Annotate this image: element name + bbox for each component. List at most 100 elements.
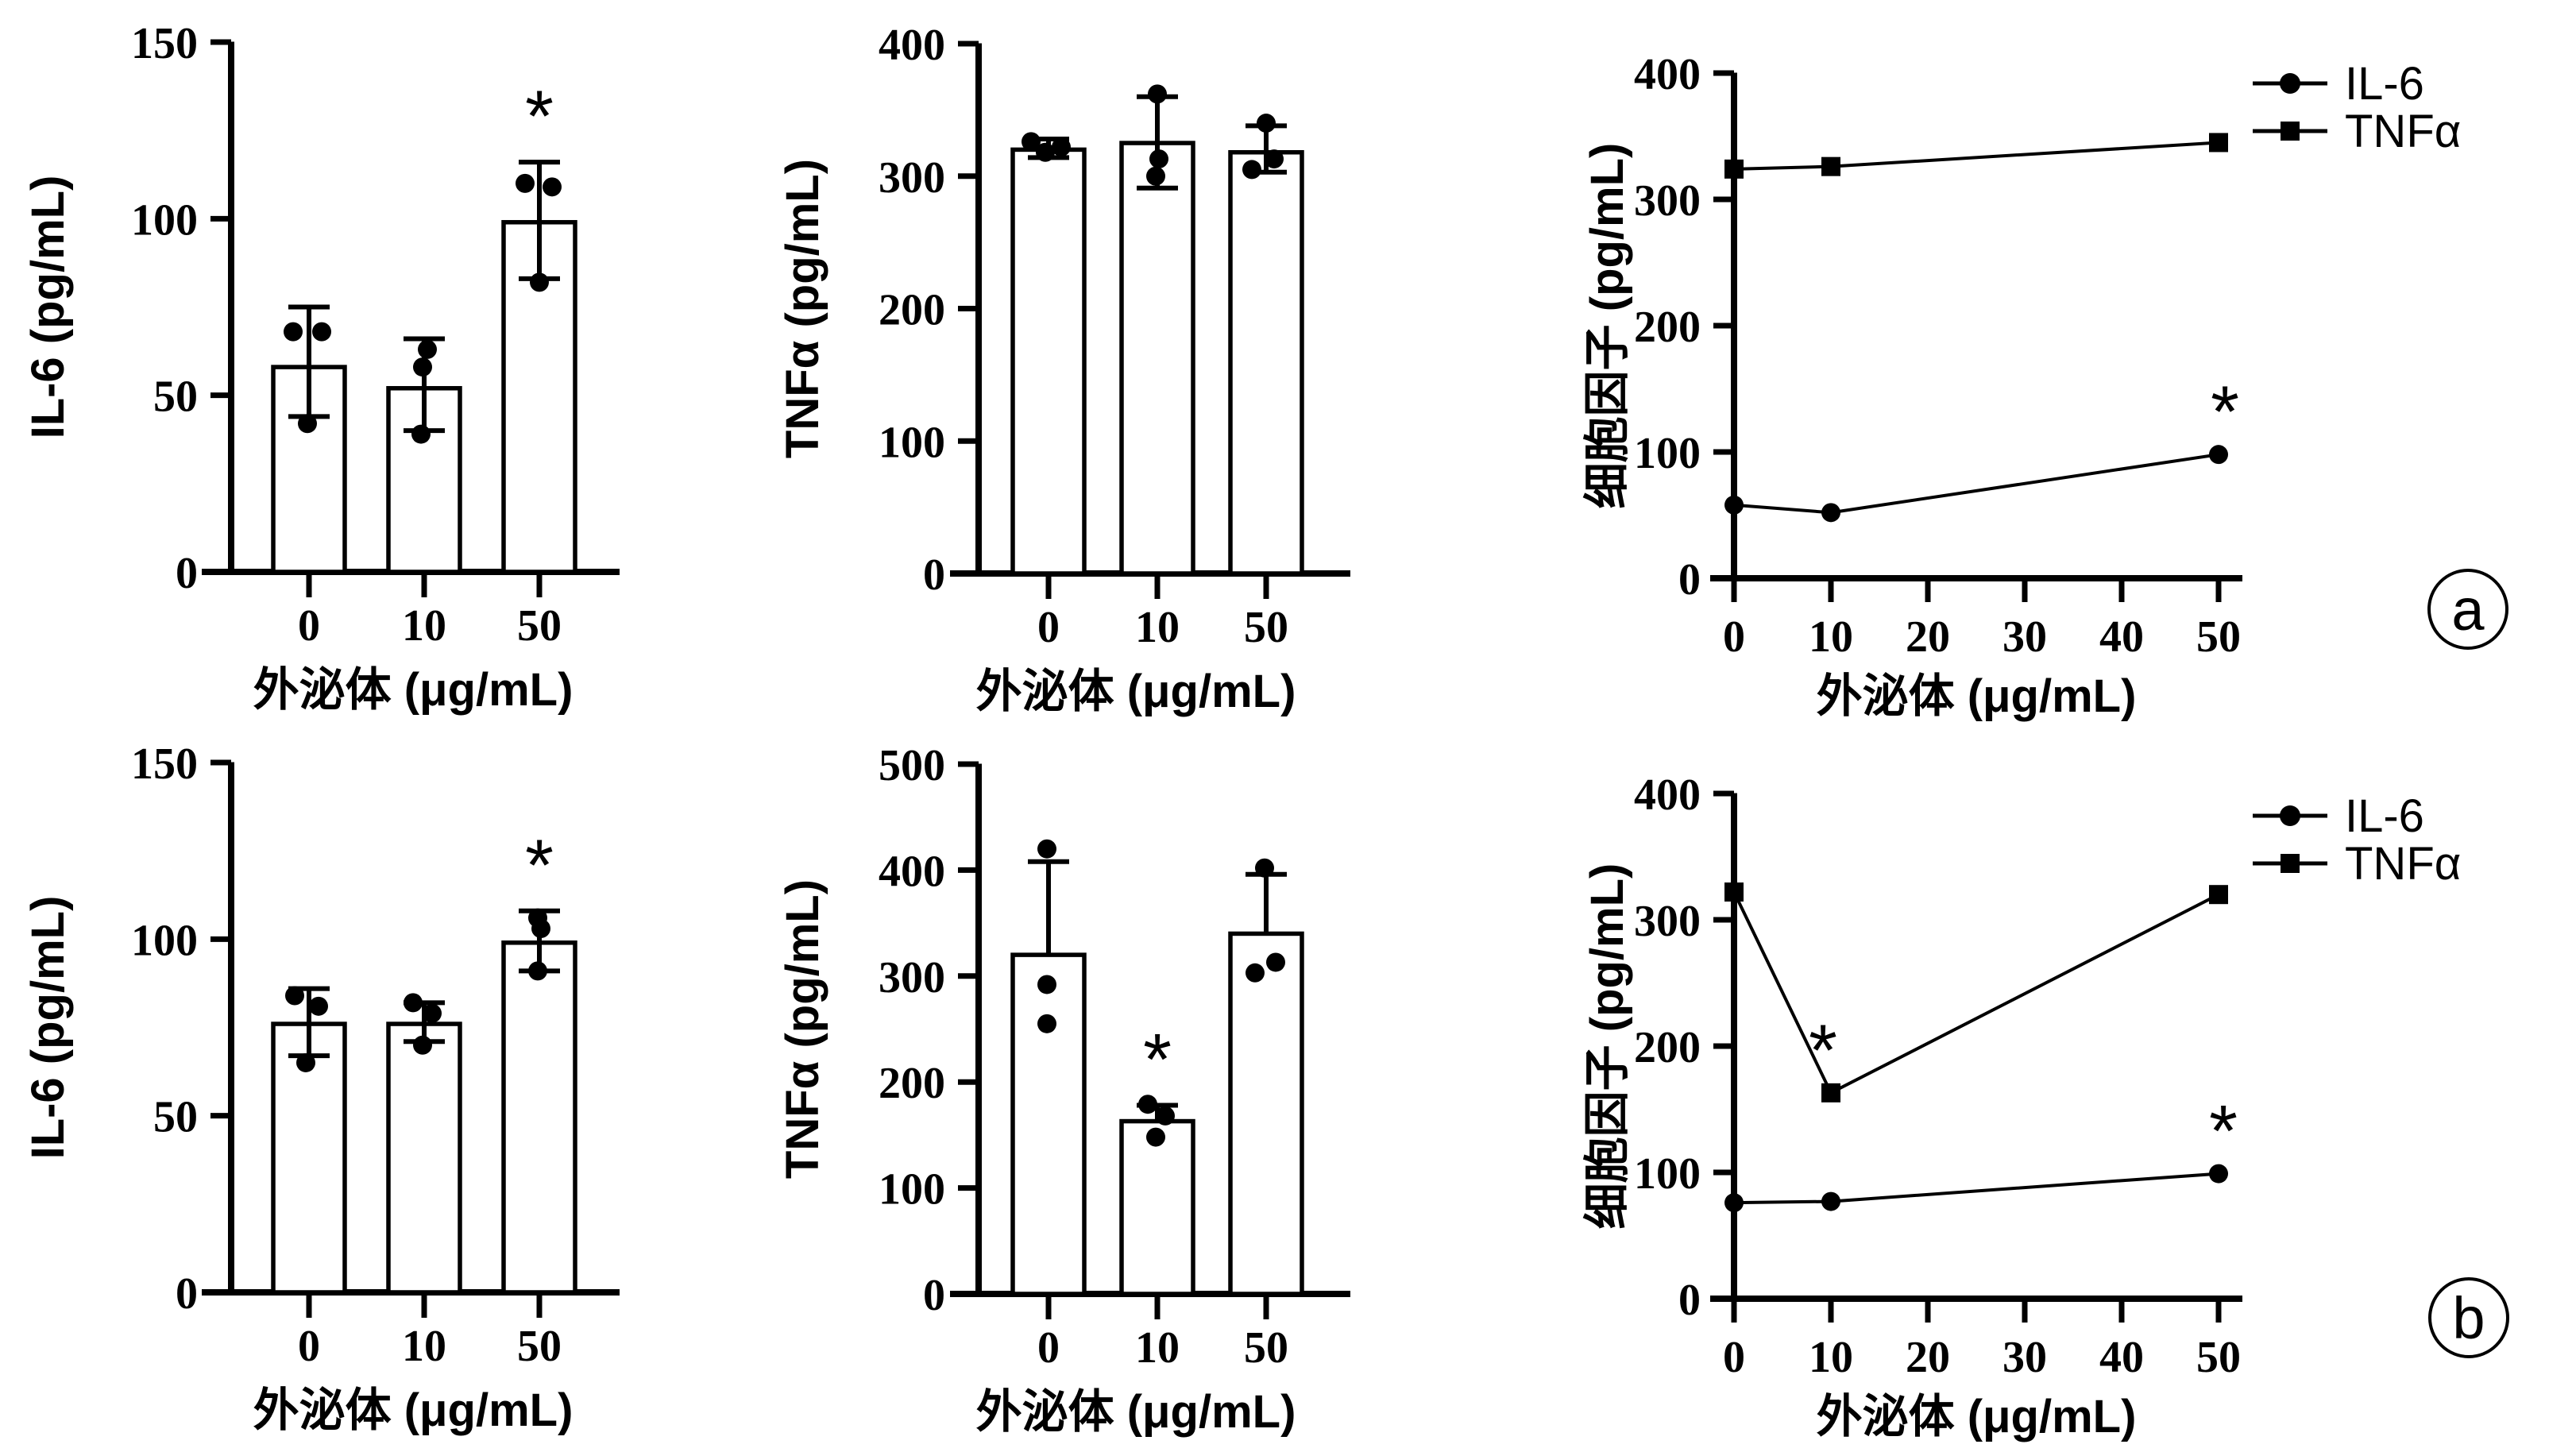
bar-a2-2 (1228, 149, 1304, 576)
y-axis-title-a2: TNFα (pg/mL) (777, 159, 828, 458)
data-point-b1-0-0 (285, 986, 304, 1006)
data-point-a2-1-1 (1149, 149, 1168, 169)
bar-b1-1 (386, 1021, 462, 1295)
x-tick-label-b3-10: 10 (1809, 1333, 1853, 1382)
x-tick-label-b3-40: 40 (2099, 1333, 2144, 1382)
bar-a2-1 (1119, 141, 1195, 576)
y-tick-label-a3-300: 300 (1634, 176, 1701, 226)
data-point-b1-2-1 (531, 918, 550, 938)
data-point-b2-0-2 (1037, 1014, 1056, 1033)
panel-letter-a: a (2451, 577, 2485, 643)
y-tick-label-a2-200: 200 (879, 286, 945, 335)
y-tick-label-a1-0: 0 (176, 549, 198, 598)
marker-square-b3-TNFα-0 (1724, 882, 1744, 902)
marker-circle-a3-IL-6-1 (1821, 503, 1840, 523)
x-tick-label-b3-20: 20 (1906, 1333, 1950, 1382)
data-point-a1-2-0 (516, 173, 535, 193)
y-tick-label-b3-400: 400 (1634, 770, 1701, 820)
bar-b2-0 (1010, 952, 1087, 1296)
marker-square-a3-TNFα-1 (1821, 156, 1840, 176)
marker-circle-b3-IL-6-1 (1821, 1191, 1840, 1211)
marker-square-a3-TNFα-2 (2209, 133, 2228, 153)
y-axis-title-b1: IL-6 (pg/mL) (22, 896, 74, 1160)
x-tick-label-b2-0: 0 (1037, 1323, 1060, 1373)
data-point-a2-0-1 (1036, 142, 1055, 162)
y-tick-label-a2-100: 100 (879, 418, 945, 467)
y-tick-label-b3-0: 0 (1678, 1276, 1701, 1325)
y-axis-title-b2: TNFα (pg/mL) (777, 879, 828, 1179)
sig-star-b3-IL-6-0: * (2209, 1091, 2238, 1172)
data-point-b2-2-1 (1266, 952, 1285, 972)
series-line-b3-IL-6 (1733, 1172, 2219, 1205)
x-tick-label-b3-30: 30 (2002, 1333, 2047, 1382)
x-axis-title-b1: 外泌体 (μg/mL) (253, 1384, 574, 1436)
x-axis-title-a3: 外泌体 (μg/mL) (1817, 670, 2137, 722)
x-tick-label-a3-40: 40 (2099, 612, 2144, 662)
y-tick-label-b3-200: 200 (1634, 1023, 1701, 1072)
marker-circle-b3-IL-6-2 (2209, 1164, 2228, 1184)
sig-star-b2-1: * (1143, 1020, 1172, 1101)
y-tick-label-b1-50: 50 (153, 1093, 198, 1142)
panel-letter-b: b (2452, 1285, 2485, 1351)
y-tick-label-a2-0: 0 (923, 550, 945, 600)
x-tick-label-a3-50: 50 (2196, 612, 2241, 662)
x-tick-label-b1-1: 10 (402, 1322, 446, 1371)
y-axis-title-b3: 细胞因子 (pg/mL) (1582, 863, 1633, 1230)
y-axis-title-a3: 细胞因子 (pg/mL) (1582, 143, 1633, 509)
data-point-b1-1-2 (413, 1035, 432, 1055)
data-point-a2-2-2 (1242, 160, 1261, 180)
data-point-a1-1-0 (418, 339, 437, 359)
sig-star-b3-TNFα-0: * (1809, 1010, 1837, 1091)
legend-marker-circle-icon-a3 (2280, 73, 2300, 94)
x-tick-label-a3-30: 30 (2002, 612, 2047, 662)
x-tick-label-b1-0: 0 (298, 1322, 320, 1371)
x-tick-label-a1-0: 0 (298, 601, 320, 651)
data-point-a2-1-2 (1146, 166, 1165, 186)
y-tick-label-a3-200: 200 (1634, 303, 1701, 352)
legend-marker-square-icon-b3 (2281, 854, 2300, 873)
marker-square-a3-TNFα-0 (1724, 159, 1744, 179)
data-point-b2-1-0 (1138, 1095, 1157, 1114)
data-point-a2-0-0 (1022, 132, 1041, 152)
data-point-a1-0-2 (298, 414, 317, 434)
data-point-a2-0-2 (1052, 137, 1071, 157)
data-point-b2-0-0 (1037, 839, 1056, 859)
y-tick-label-a2-400: 400 (879, 21, 945, 70)
bar-b2-2 (1228, 931, 1304, 1296)
data-point-a2-2-1 (1265, 149, 1284, 169)
y-tick-label-b3-100: 100 (1634, 1149, 1701, 1199)
y-tick-label-a3-0: 0 (1678, 555, 1701, 604)
y-tick-label-b2-100: 100 (879, 1165, 945, 1215)
y-tick-label-b1-100: 100 (131, 916, 198, 965)
x-axis-title-a2: 外泌体 (μg/mL) (976, 666, 1296, 717)
legend-marker-square-icon-a3 (2281, 122, 2300, 141)
sig-star-a1-2: * (525, 76, 554, 157)
x-tick-label-a2-0: 0 (1037, 603, 1060, 652)
legend-label-b3-IL-6: IL-6 (2345, 790, 2424, 842)
series-line-a3-IL-6 (1733, 453, 2219, 515)
data-point-a1-0-1 (312, 322, 331, 342)
y-tick-label-b2-200: 200 (879, 1059, 945, 1108)
panel-badge-circle-a (2427, 569, 2508, 650)
data-point-a1-2-2 (530, 272, 549, 292)
data-point-a2-1-0 (1148, 84, 1167, 104)
x-axis-title-b3: 外泌体 (μg/mL) (1817, 1391, 2137, 1442)
data-point-b2-1-2 (1146, 1127, 1165, 1147)
x-tick-label-a3-10: 10 (1809, 612, 1853, 662)
legend-label-a3-IL-6: IL-6 (2345, 58, 2424, 110)
data-point-b2-2-0 (1255, 858, 1274, 878)
y-tick-label-b1-150: 150 (131, 740, 198, 789)
y-tick-label-a3-100: 100 (1634, 429, 1701, 478)
data-point-a1-0-0 (284, 322, 303, 342)
panel-badge-circle-b (2428, 1277, 2509, 1358)
y-tick-label-a1-100: 100 (131, 195, 198, 245)
bar-b1-2 (501, 940, 577, 1295)
y-tick-label-b2-300: 300 (879, 953, 945, 1002)
x-tick-label-b1-2: 50 (517, 1322, 562, 1371)
data-point-b2-0-1 (1037, 975, 1056, 994)
marker-square-b3-TNFα-2 (2209, 885, 2228, 905)
x-tick-label-b2-1: 10 (1135, 1323, 1180, 1373)
data-point-a2-2-0 (1257, 114, 1276, 133)
